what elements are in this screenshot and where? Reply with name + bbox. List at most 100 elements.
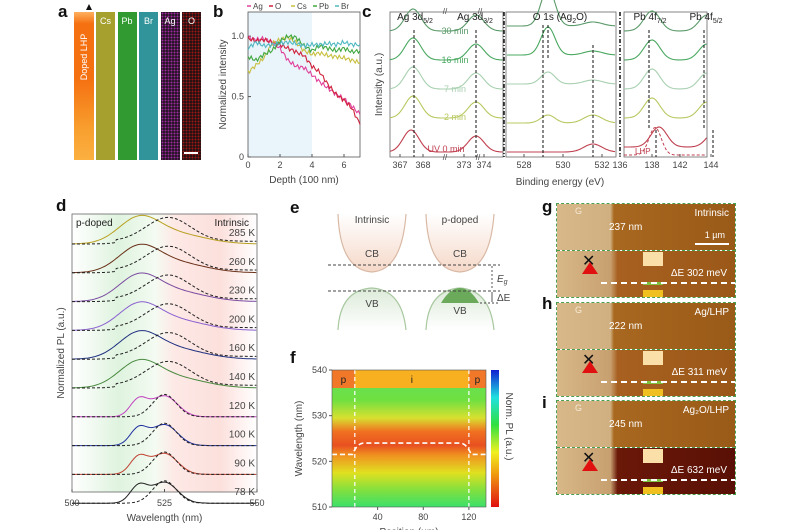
eds-map-texture (182, 12, 201, 160)
label-eg: Eg (497, 274, 508, 286)
time-label: 2 min (444, 112, 466, 122)
x-axis-label: Depth (100 nm) (269, 175, 338, 186)
x-tick-label: 6 (341, 160, 346, 170)
topography-map (557, 303, 735, 349)
panel-letter-g: g (542, 197, 553, 216)
y-tick-label: 510 (312, 502, 327, 512)
pl-spectrum-dashed (72, 245, 257, 274)
legend-label: O (275, 2, 281, 11)
g-label: G (575, 305, 583, 315)
band-diagram-e: Intrinsic p-doped CB CB VB VB Eg ΔE (328, 213, 511, 330)
temperature-label: 260 K (229, 257, 255, 268)
energy-box-top (643, 252, 663, 266)
region-label: p (341, 375, 347, 386)
chart-c: // // // // 30 min 16 min 7 min 2 min UV 0 min LH… (374, 0, 723, 188)
panel-divider (557, 349, 735, 350)
panel-divider (557, 447, 735, 448)
energy-box-top (643, 351, 663, 365)
peak-trace-line (332, 442, 486, 456)
break-mark: // (478, 7, 483, 16)
delta-e-label: ΔE 632 meV (670, 465, 727, 476)
x-tick-label: 2 (277, 160, 282, 170)
peak-label: Pb 4f5/2 (689, 12, 722, 25)
x-axis-label: Wavelength (nm) (127, 513, 203, 524)
panel-a-eds-maps: Doped LHP Cs Pb Br Ag O (74, 4, 204, 160)
x-tick-label: 532 (594, 160, 609, 170)
x-tick-label: 367 (392, 160, 407, 170)
colorbar (491, 370, 499, 507)
eds-map-texture (160, 12, 180, 160)
triangle-marker-icon (582, 361, 598, 373)
temperature-label: 120 K (229, 401, 255, 412)
plot-frame-segment (623, 11, 708, 158)
series-line-o (247, 36, 361, 125)
eds-map-texture (117, 12, 137, 160)
energy-box-top (643, 449, 663, 463)
afm-panel-h: G Ag/LHP 222 nm ✕ ΔE 311 meV (556, 302, 736, 397)
spectrum-ag-3 (389, 95, 503, 119)
x-axis-label: Binding energy (eV) (516, 177, 604, 188)
triangle-marker-icon (582, 459, 598, 471)
x-tick-label: 368 (415, 160, 430, 170)
temperature-label: 100 K (229, 430, 255, 441)
topography-map (557, 401, 735, 447)
panel-letter-b: b (213, 2, 224, 21)
label-intrinsic: Intrinsic (355, 215, 389, 226)
panel-letter-i: i (542, 393, 547, 412)
spectrum-o-3 (507, 114, 616, 124)
plot-background (248, 12, 312, 157)
g-label: G (575, 206, 583, 216)
eds-map-cs: Cs (96, 12, 115, 160)
height-label: 237 nm (609, 222, 643, 233)
colorbar-label: Norm. PL (a.u.) (503, 393, 514, 461)
panel-divider (557, 250, 735, 251)
pl-spectrum-dashed (72, 422, 257, 447)
eds-map-label: Cs (100, 16, 111, 26)
spectrum-ag-2 (389, 66, 503, 90)
label-vb-left: VB (365, 299, 379, 310)
region-bar-p (332, 370, 355, 388)
region-label-intrinsic: Intrinsic (215, 218, 249, 229)
x-tick-label: 374 (476, 160, 491, 170)
afm-panel-i: G Ag₂O/LHP 245 nm ✕ ΔE 632 meV (556, 400, 736, 495)
x-tick-label: 120 (461, 512, 476, 522)
spectrum-o-1 (507, 26, 616, 56)
peak-label: Ag 3d5/2 (397, 12, 433, 25)
probe-arrow-icon (86, 4, 92, 10)
panel-letter-h: h (542, 294, 553, 313)
series-line-pb (247, 33, 361, 63)
y-axis-label: Normalized PL (a.u.) (56, 307, 67, 398)
time-label: 30 min (441, 26, 468, 36)
pl-spectrum-dashed (72, 216, 257, 245)
spectrum-pb-1 (623, 39, 707, 61)
peak-label: O 1s (Ag2O) (533, 12, 587, 25)
x-tick-label: 530 (555, 160, 570, 170)
y-axis-label: Intensity (a.u.) (374, 53, 385, 116)
x-tick-label: 0 (245, 160, 250, 170)
panel-letter-c: c (362, 2, 372, 21)
temperature-label: 140 K (229, 372, 255, 383)
lhp-label: LHP (635, 147, 651, 156)
pl-spectrum-dashed (72, 303, 257, 331)
plot-frame (247, 11, 361, 158)
label-vb-right: VB (453, 306, 467, 317)
spectrum-o-2 (507, 71, 616, 85)
label-delta-e: ΔE (497, 293, 511, 304)
break-mark: // (443, 153, 448, 162)
x-tick-label: 40 (373, 512, 383, 522)
x-tick-label: 550 (249, 498, 264, 508)
delta-e-label: ΔE 311 meV (671, 367, 727, 378)
time-label: 16 min (441, 55, 468, 65)
y-tick-label: 520 (312, 456, 327, 466)
spectrum-o-0 (507, 0, 616, 27)
scale-bar (184, 152, 198, 154)
eds-map-label: O (187, 16, 195, 26)
legend-label: Br (341, 2, 349, 11)
x-tick-label: 373 (456, 160, 471, 170)
plot-frame-segment (389, 11, 504, 158)
spectrum-pb-4 (624, 126, 707, 148)
region-bar-p (468, 370, 486, 388)
plot-frame (331, 369, 487, 508)
chart-d: 285 K 260 K 230 K 200 K 160 K 140 K 120 K 100 K… (56, 213, 265, 524)
y-axis-label: Wavelength (nm) (294, 401, 305, 477)
